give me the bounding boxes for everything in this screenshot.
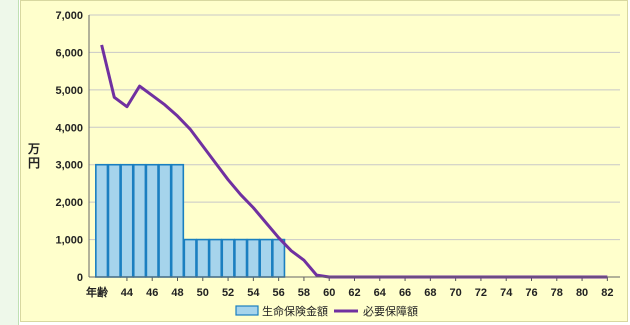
bar (95, 163, 109, 278)
bar (145, 163, 159, 278)
y-axis-ticks: 0 1,000 2,000 3,000 4,000 5,000 6,000 7,000 (55, 10, 83, 284)
x-tick-label: 76 (525, 287, 537, 299)
bar (120, 163, 134, 278)
x-tick-label: 44 (121, 287, 134, 299)
bar (107, 163, 121, 278)
legend-label-line: 必要保障額 (363, 304, 418, 318)
x-tick-label: 74 (500, 287, 513, 299)
y-tick-label: 3,000 (55, 160, 83, 172)
x-tick-label: 68 (424, 287, 436, 299)
bar (158, 163, 172, 278)
y-tick-label: 4,000 (55, 122, 83, 134)
x-tick-label: 64 (374, 287, 387, 299)
x-tick-label: 80 (576, 287, 588, 299)
x-tick-label: 72 (475, 287, 487, 299)
x-tick-label: 52 (222, 287, 234, 299)
x-axis-label: 年齢 (86, 285, 109, 299)
bar (272, 238, 286, 278)
bar (221, 238, 235, 278)
x-tick-label: 50 (197, 287, 209, 299)
x-tick-label: 60 (323, 287, 335, 299)
left-panel-strip (0, 0, 19, 325)
x-tick-label: 46 (146, 287, 158, 299)
y-tick-label: 7,000 (55, 10, 83, 22)
y-tick-label: 0 (77, 272, 83, 284)
bar (208, 238, 223, 278)
x-tick-label: 82 (601, 287, 613, 299)
y-tick-label: 1,000 (55, 235, 83, 247)
x-tick-label: 78 (551, 287, 563, 299)
y-axis-label-1: 万 (27, 142, 40, 156)
x-tick-label: 48 (171, 287, 183, 299)
y-tick-label: 5,000 (55, 85, 83, 97)
bar (183, 238, 197, 278)
x-tick-label: 62 (348, 287, 360, 299)
chart-frame (20, 0, 628, 322)
bar-series (95, 163, 286, 278)
bar (132, 163, 147, 278)
y-tick-label: 2,000 (55, 197, 83, 209)
x-tick-label: 56 (273, 287, 285, 299)
bar (246, 238, 260, 278)
y-tick-label: 6,000 (55, 47, 83, 59)
legend-label-bar: 生命保険金額 (262, 304, 328, 318)
bar (234, 238, 248, 278)
x-tick-label: 66 (399, 287, 411, 299)
x-tick-label: 58 (298, 287, 310, 299)
x-axis-ticks: 44 46 48 50 52 54 56 58 60 62 64 66 68 70 72 74 76 78 80 82 (121, 277, 613, 299)
x-tick-label: 70 (450, 287, 462, 299)
legend-swatch-bar (235, 305, 259, 316)
bar (170, 163, 185, 278)
bar (196, 238, 210, 278)
y-axis-label-2: 円 (28, 156, 40, 170)
x-tick-label: 54 (247, 287, 260, 299)
legend: 生命保険金額 必要保障額 (235, 304, 418, 318)
bar (259, 238, 273, 278)
